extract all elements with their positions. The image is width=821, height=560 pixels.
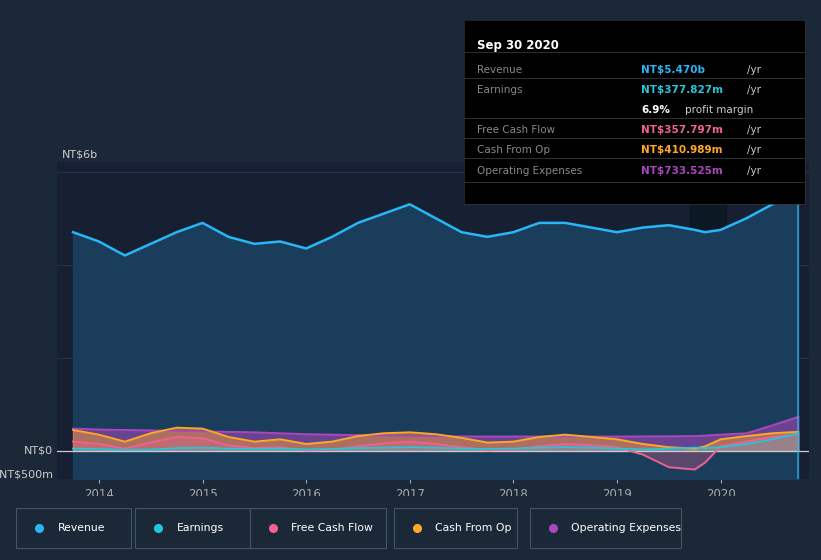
Text: /yr: /yr: [746, 145, 761, 155]
Text: NT$5.470b: NT$5.470b: [641, 65, 705, 75]
Text: Revenue: Revenue: [478, 65, 523, 75]
Text: NT$410.989m: NT$410.989m: [641, 145, 722, 155]
Text: Free Cash Flow: Free Cash Flow: [478, 125, 556, 135]
Text: Revenue: Revenue: [57, 523, 105, 533]
Text: Earnings: Earnings: [478, 85, 523, 95]
Text: Free Cash Flow: Free Cash Flow: [291, 523, 374, 533]
Text: NT$6b: NT$6b: [62, 150, 98, 160]
Text: Sep 30 2020: Sep 30 2020: [478, 39, 559, 52]
Text: -NT$500m: -NT$500m: [0, 469, 53, 479]
Text: Operating Expenses: Operating Expenses: [478, 166, 583, 176]
Text: /yr: /yr: [746, 125, 761, 135]
Text: NT$357.797m: NT$357.797m: [641, 125, 723, 135]
Bar: [690, 162, 726, 479]
Text: Earnings: Earnings: [177, 523, 223, 533]
Text: Operating Expenses: Operating Expenses: [571, 523, 681, 533]
Text: 6.9%: 6.9%: [641, 105, 670, 115]
Text: NT$733.525m: NT$733.525m: [641, 166, 722, 176]
Text: NT$377.827m: NT$377.827m: [641, 85, 723, 95]
Text: /yr: /yr: [746, 85, 761, 95]
Text: /yr: /yr: [746, 166, 761, 176]
Text: profit margin: profit margin: [686, 105, 754, 115]
Text: Cash From Op: Cash From Op: [435, 523, 511, 533]
Text: NT$0: NT$0: [25, 446, 53, 456]
Text: Cash From Op: Cash From Op: [478, 145, 551, 155]
Text: /yr: /yr: [746, 65, 761, 75]
